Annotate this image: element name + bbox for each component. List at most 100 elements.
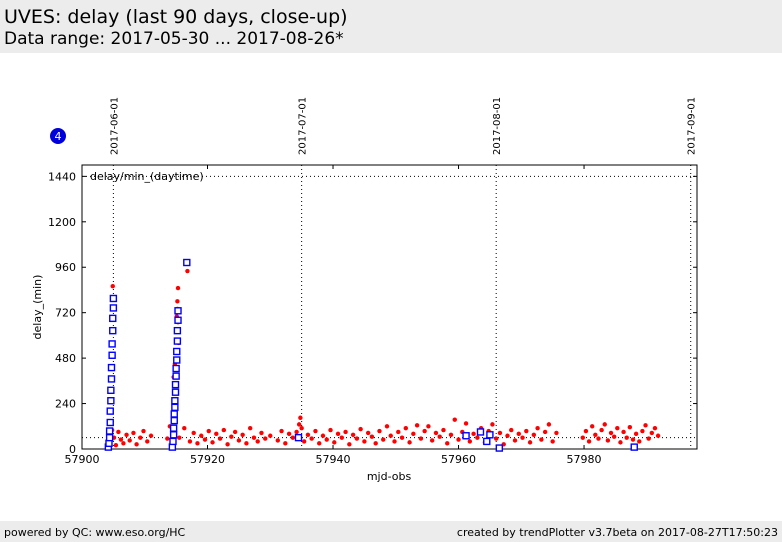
data-point-red — [290, 435, 296, 440]
legend-label: delay/min_(daytime) — [90, 170, 204, 183]
data-point-red — [263, 436, 268, 441]
data-point-blue — [108, 351, 116, 359]
data-point-red — [217, 436, 223, 441]
data-point-red — [324, 437, 329, 442]
footer-created-by: created by trendPlotter v3.7beta on 2017… — [456, 526, 778, 539]
data-point-blue — [171, 380, 180, 389]
data-point-red — [384, 424, 390, 429]
data-point-blue — [462, 432, 470, 440]
data-point-red — [602, 422, 607, 427]
data-point-red — [652, 425, 658, 431]
data-point-red — [463, 421, 469, 426]
date-marker-label: 2017-06-01 — [109, 97, 120, 155]
data-point-red — [452, 417, 457, 422]
data-point-red — [134, 442, 139, 447]
data-point-red — [177, 435, 182, 440]
data-point-red — [433, 430, 439, 436]
data-point-red — [618, 440, 623, 445]
data-point-red — [611, 434, 617, 439]
data-point-red — [627, 425, 633, 430]
data-point-red — [633, 431, 639, 437]
date-marker-label: 2017-09-01 — [687, 97, 698, 155]
data-point-blue — [105, 433, 114, 442]
y-axis-label: delay_(min) — [31, 275, 44, 340]
data-point-blue — [172, 372, 180, 380]
data-point-blue — [107, 375, 116, 383]
data-point-red — [605, 438, 611, 443]
data-point-red — [546, 422, 552, 427]
data-point-red — [145, 439, 150, 444]
data-point-red — [206, 428, 211, 434]
data-point-blue — [630, 443, 638, 451]
data-point-red — [275, 438, 280, 443]
data-point-red — [299, 425, 304, 431]
data-point-red — [124, 432, 129, 437]
data-point-red — [247, 425, 253, 431]
page-title: UVES: delay (last 90 days, close-up) — [4, 6, 348, 28]
data-point-blue — [486, 431, 494, 439]
data-point-red — [411, 431, 416, 437]
data-point-blue — [105, 427, 114, 435]
footer-bar: powered by QC: www.eso.org/HC created by… — [0, 521, 782, 542]
data-point-red — [599, 427, 604, 433]
data-point-red — [490, 422, 495, 427]
data-point-red — [512, 438, 518, 443]
data-point-red — [403, 425, 409, 431]
date-marker-label: 2017-07-01 — [298, 97, 309, 155]
data-point-red — [339, 435, 345, 440]
data-point-blue — [169, 424, 178, 432]
data-point-red — [640, 428, 645, 434]
data-point-blue — [109, 294, 118, 303]
data-point-red — [210, 440, 215, 445]
data-point-red — [113, 443, 119, 448]
data-point-red — [191, 430, 196, 436]
x-tick-label: 57940 — [316, 453, 351, 466]
header-bar: UVES: delay (last 90 days, close-up) Dat… — [0, 0, 782, 53]
y-tick-label: 720 — [55, 307, 76, 320]
data-point-blue — [106, 418, 114, 427]
data-point-red — [414, 423, 420, 428]
data-point-red — [509, 427, 514, 433]
data-point-red — [524, 428, 529, 434]
data-point-red — [593, 432, 598, 437]
data-point-red — [407, 440, 412, 445]
data-point-red — [232, 429, 238, 435]
data-point-red — [127, 438, 132, 443]
data-point-red — [535, 425, 540, 431]
data-point-blue — [174, 316, 182, 324]
y-tick-label: 960 — [55, 261, 76, 274]
data-point-red — [328, 427, 333, 433]
data-point-red — [214, 431, 219, 437]
data-point-red — [309, 436, 314, 441]
data-point-red — [615, 425, 620, 431]
data-point-red — [202, 437, 208, 442]
data-point-blue — [108, 340, 116, 348]
x-tick-label: 57980 — [567, 453, 602, 466]
data-point-red — [195, 441, 200, 446]
data-point-red — [505, 433, 510, 438]
data-point-red — [236, 438, 242, 443]
data-point-blue — [476, 428, 485, 436]
data-point-red — [539, 437, 544, 442]
data-range-subtitle: Data range: 2017-05-30 ... 2017-08-26* — [4, 29, 344, 49]
data-point-red — [301, 439, 307, 444]
data-point-red — [608, 430, 614, 436]
data-point-blue — [109, 304, 118, 312]
data-point-red — [580, 435, 585, 440]
data-point-red — [279, 428, 284, 434]
footer-powered-by: powered by QC: www.eso.org/HC — [4, 526, 186, 539]
data-point-red — [520, 435, 525, 440]
data-point-red — [255, 439, 260, 444]
data-point-red — [354, 436, 360, 441]
data-point-red — [121, 441, 126, 446]
y-tick-label: 1200 — [48, 216, 76, 229]
data-point-red — [296, 422, 302, 427]
plot-area-frame — [81, 164, 698, 450]
data-point-red — [116, 429, 121, 435]
data-point-red — [646, 436, 651, 441]
data-point-blue — [495, 444, 504, 452]
data-point-red — [630, 437, 636, 442]
data-point-red — [586, 439, 592, 444]
y-tick-label: 240 — [55, 398, 76, 411]
